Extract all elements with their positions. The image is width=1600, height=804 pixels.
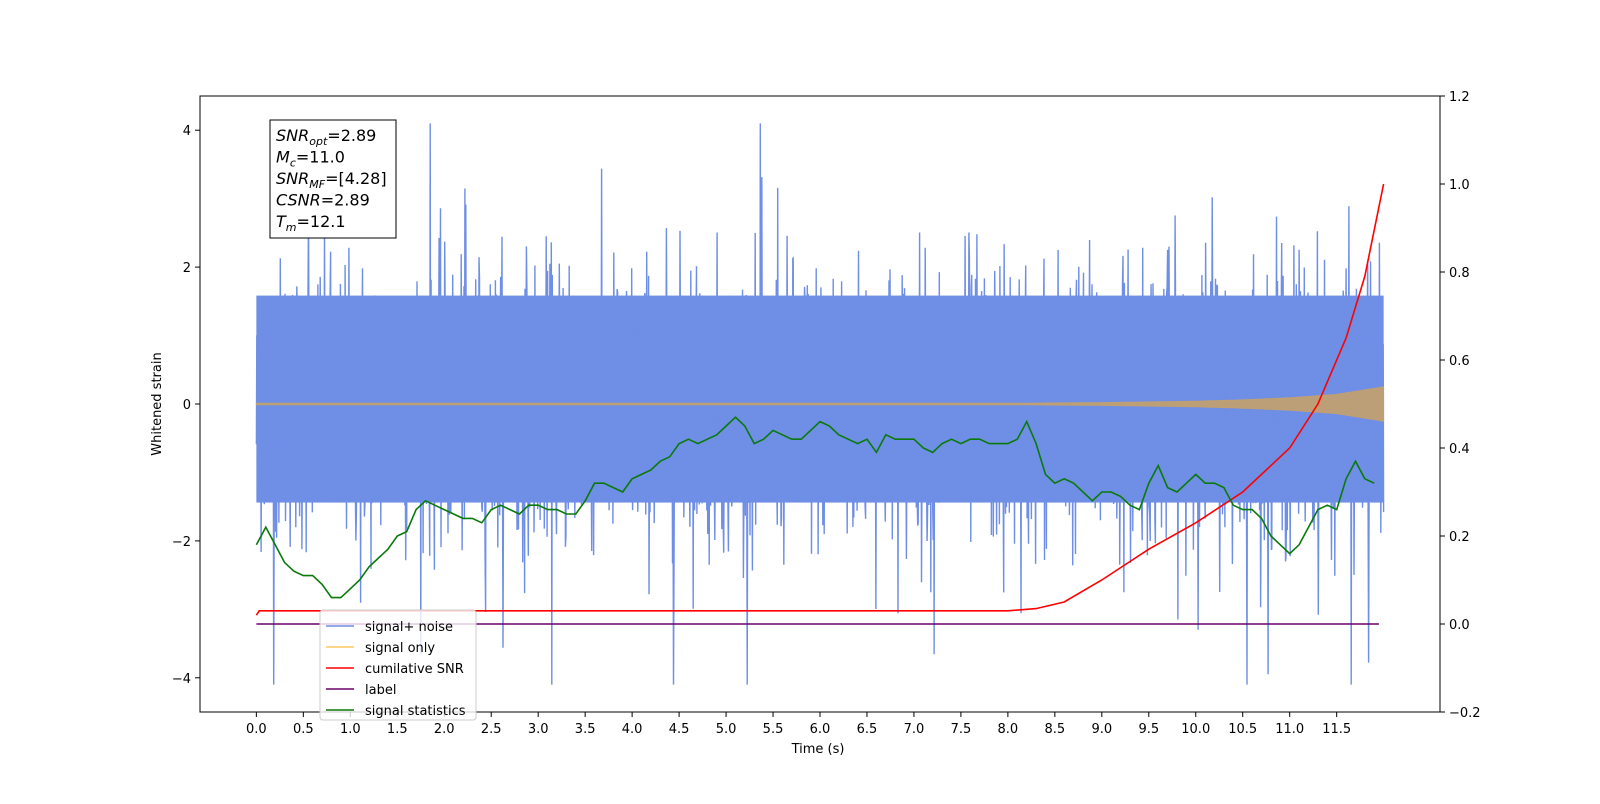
info-line-symbol: M — [276, 148, 290, 167]
info-line-value: =2.89 — [321, 191, 370, 210]
info-line-subscript: MF — [309, 178, 325, 191]
series-line-cumilative-snr — [255, 183, 1385, 616]
series-line-signal-statistics — [255, 416, 1375, 599]
y-tick-label-right: 0.0 — [1449, 618, 1470, 633]
y-tick-label-left: −4 — [172, 672, 191, 687]
x-tick-label: 6.0 — [810, 722, 831, 737]
y-tick-label-right: 0.6 — [1449, 354, 1470, 369]
x-tick-label: 4.5 — [669, 722, 690, 737]
x-tick-label: 5.5 — [763, 722, 784, 737]
legend-label: signal only — [365, 641, 435, 656]
info-line-value: =12.1 — [297, 212, 346, 231]
y-tick-label-right: 0.4 — [1449, 442, 1470, 457]
info-box: SNRopt=2.89Mc=11.0SNRMF=[4.28]CSNR=2.89T… — [269, 119, 397, 239]
x-axis-ticks: 0.0 0.5 1.0 1.5 2.0 2.5 3.0 3.5 4.0 4.5 5.0 5.5 6.0 6… — [246, 712, 1351, 737]
info-line: CSNR=2.89 — [276, 191, 370, 210]
x-tick-label: 0.5 — [293, 722, 314, 737]
left-y-axis-ticks: 4 2 0 −2 −4 — [172, 124, 200, 687]
x-tick-label: 7.0 — [904, 722, 925, 737]
info-line-subscript: c — [290, 157, 296, 170]
legend-label: signal statistics — [365, 704, 466, 719]
info-line: Tm=12.1 — [276, 212, 346, 234]
y-tick-label-left: 0 — [183, 398, 191, 413]
x-tick-label: 10.5 — [1228, 722, 1257, 737]
info-line: SNRMF=[4.28] — [276, 169, 387, 191]
y-tick-label-right: 1.2 — [1449, 90, 1470, 105]
info-line-value: =[4.28] — [325, 169, 387, 188]
x-tick-label: 0.0 — [246, 722, 267, 737]
y-tick-label-right: 1.0 — [1449, 178, 1470, 193]
legend-label: cumilative SNR — [365, 662, 464, 677]
x-tick-label: 11.0 — [1275, 722, 1304, 737]
x-tick-label: 3.5 — [575, 722, 596, 737]
info-line-symbol: CSNR — [276, 191, 321, 210]
x-tick-label: 6.5 — [857, 722, 878, 737]
info-line-subscript: opt — [309, 135, 328, 148]
x-tick-label: 3.0 — [528, 722, 549, 737]
info-line-value: =2.89 — [327, 126, 376, 145]
legend-frame — [319, 609, 477, 721]
x-tick-label: 5.0 — [716, 722, 737, 737]
x-tick-label: 8.0 — [998, 722, 1019, 737]
info-line-symbol: SNR — [276, 126, 309, 145]
info-line: Mc=11.0 — [276, 148, 345, 170]
x-axis-title: Time (s) — [791, 742, 845, 757]
y-tick-label-left: 4 — [183, 124, 191, 139]
signal-envelope — [255, 386, 1385, 422]
x-tick-label: 4.0 — [622, 722, 643, 737]
y-axis-title-left: Whitened strain — [150, 352, 165, 455]
info-line-symbol: T — [276, 212, 287, 231]
info-line-subscript: m — [286, 221, 297, 234]
y-tick-label-right: 0.2 — [1449, 530, 1470, 545]
legend: signal+ noise signal only cumilative SNR la… — [319, 609, 477, 721]
x-tick-label: 2.5 — [481, 722, 502, 737]
legend-label: signal+ noise — [365, 620, 453, 635]
x-tick-label: 1.5 — [387, 722, 408, 737]
x-tick-label: 11.5 — [1322, 722, 1351, 737]
series-signal-only — [255, 386, 1385, 422]
info-line-symbol: SNR — [276, 169, 309, 188]
noise-trace — [255, 123, 1385, 685]
y-tick-label-left: −2 — [172, 535, 191, 550]
info-line: SNRopt=2.89 — [276, 126, 376, 148]
y-tick-label-left: 2 — [183, 261, 191, 276]
x-tick-label: 1.0 — [340, 722, 361, 737]
x-tick-label: 9.5 — [1138, 722, 1159, 737]
y-tick-label-right: 0.8 — [1449, 266, 1470, 281]
legend-label: label — [365, 683, 396, 698]
y-tick-label-right: −0.2 — [1449, 706, 1481, 721]
x-tick-label: 2.0 — [434, 722, 455, 737]
series-signal-noise — [255, 123, 1385, 685]
x-tick-label: 9.0 — [1091, 722, 1112, 737]
info-line-value: =11.0 — [296, 148, 345, 167]
x-tick-label: 10.0 — [1181, 722, 1210, 737]
right-y-axis-ticks: 1.2 1.0 0.8 0.6 0.4 0.2 0.0 −0.2 — [1440, 90, 1481, 721]
x-tick-label: 8.5 — [1045, 722, 1066, 737]
x-tick-label: 7.5 — [951, 722, 972, 737]
info-box-frame — [269, 119, 397, 239]
